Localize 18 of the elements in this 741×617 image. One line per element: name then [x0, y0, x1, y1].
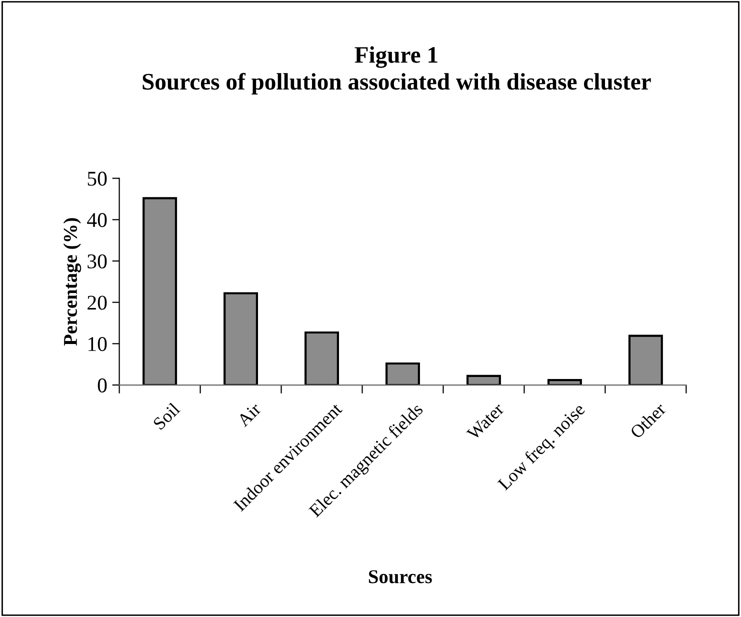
- y-axis-title: Percentage (%): [63, 218, 82, 346]
- x-axis-title: Sources: [368, 570, 432, 584]
- y-tick-label: 50: [88, 172, 107, 186]
- bar: [466, 374, 501, 386]
- bar: [304, 331, 339, 386]
- bar: [628, 334, 663, 386]
- y-tick-label: 30: [88, 254, 107, 268]
- x-tick-label: Air: [236, 402, 262, 428]
- x-tick-label: Soil: [152, 402, 181, 430]
- bar: [547, 379, 582, 386]
- bar: [142, 197, 178, 386]
- y-tick-label: 10: [88, 337, 107, 352]
- chart-title: Figure 1 Sources of pollution associated with disease cluster: [142, 46, 651, 95]
- y-tick-label: 20: [88, 296, 107, 310]
- y-tick-label: 40: [87, 213, 107, 228]
- y-tick-label: 0: [98, 378, 107, 392]
- bar: [385, 362, 420, 386]
- bar: [224, 292, 258, 386]
